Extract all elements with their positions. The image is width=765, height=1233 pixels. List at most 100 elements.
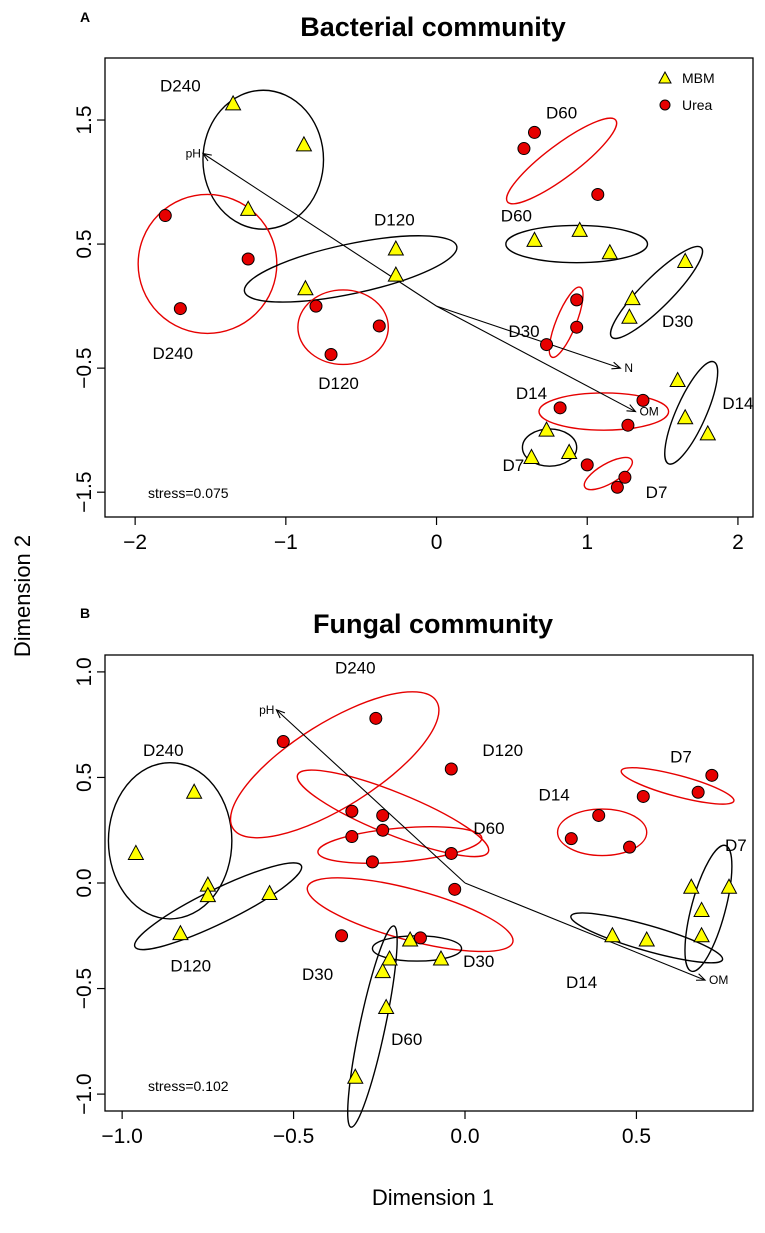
panel-b-y-tick-label: 0.5 <box>73 763 96 792</box>
panel-a-y-tick-label: −1.5 <box>73 471 96 512</box>
panel-a-y-tick-label: −0.5 <box>73 347 96 388</box>
panel-a-point-mbm <box>387 239 405 256</box>
panel-b-point-urea <box>365 855 379 869</box>
panel-a-point-urea <box>540 338 554 352</box>
panel-b-point-mbm <box>401 930 419 947</box>
panel-a-group-label: D60 <box>501 207 532 226</box>
panel-b-ellipse-urea-d30 <box>306 877 514 953</box>
panel-a-point-urea <box>372 319 386 333</box>
panel-a-point-mbm <box>560 443 578 459</box>
panel-a-group-label: D7 <box>503 456 525 475</box>
panel-b-x-tick-label: −0.5 <box>273 1125 314 1148</box>
panel-a-point-urea <box>570 320 584 334</box>
panel-a-group-label: D30 <box>508 322 539 341</box>
panel-b-point-urea <box>691 785 705 799</box>
panel-a-point-mbm <box>676 408 694 425</box>
panel-b-group-label: D14 <box>566 973 597 992</box>
panel-b-point-urea <box>345 804 359 818</box>
panel-a-point-urea <box>158 209 172 223</box>
panel-b-x-tick-label: 0.0 <box>450 1125 479 1148</box>
panel-b-ellipse-urea-d60 <box>317 826 483 864</box>
panel-b-ellipse-urea-d14 <box>556 808 648 857</box>
legend-urea-label: Urea <box>682 97 713 113</box>
panel-a-vector-label: OM <box>639 405 658 419</box>
panel-a-point-urea <box>553 401 567 415</box>
panel-b-point-urea <box>623 840 637 854</box>
panel-a-vector-line <box>436 305 621 369</box>
panel-b-point-mbm <box>346 1068 364 1084</box>
panel-a-vector-head <box>626 404 637 413</box>
panel-a-x-tick-label: 0 <box>431 531 443 554</box>
panel-a: A Bacterial community stress=0.075 −2 −1 0… <box>73 9 754 554</box>
panel-a-group-label: D120 <box>318 374 359 393</box>
panel-a-point-urea <box>610 480 624 494</box>
panel-b-point-urea <box>444 846 458 860</box>
panel-b-plot-frame <box>104 654 754 1112</box>
panel-b-ellipse-mbm-d120 <box>133 862 303 951</box>
legend: MBM Urea <box>658 70 715 113</box>
panel-b-group-label: D120 <box>170 956 211 975</box>
panel-a-point-mbm <box>295 135 313 152</box>
panel-b-point-urea <box>413 931 427 945</box>
panel-a-point-mbm <box>297 279 314 296</box>
panel-a-point-urea <box>570 293 584 307</box>
panel-b-group-label: D120 <box>482 741 523 760</box>
panel-a-point-mbm <box>526 231 543 247</box>
panel-b-vector-line <box>276 709 466 884</box>
panel-b-vector-label: pH <box>259 703 274 717</box>
panel-a-letter: A <box>80 9 90 25</box>
panel-a-vector-label: N <box>624 361 633 375</box>
panel-a-ellipse-urea-d240 <box>137 193 278 335</box>
panel-a-ellipse-mbm-d14 <box>664 360 719 465</box>
panel-a-point-urea <box>636 393 650 407</box>
panel-b-ellipse-mbm-d240 <box>107 761 233 920</box>
panel-b-letter: B <box>80 605 90 621</box>
panel-b: B Fungal community stress=0.102 −1.0 −0.5… <box>73 605 754 1148</box>
panel-a-ellipse-urea-d60 <box>505 117 618 205</box>
panel-a-point-urea <box>527 125 541 139</box>
panel-a-plot-frame <box>104 57 754 518</box>
panel-a-group-label: D60 <box>546 104 577 123</box>
panel-a-ellipse-mbm-d60 <box>505 224 649 264</box>
panel-a-point-mbm <box>624 289 641 306</box>
panel-b-point-urea <box>444 762 458 776</box>
panel-a-ellipse-urea-d14 <box>538 392 670 431</box>
panel-a-vector-head <box>611 361 622 370</box>
panel-a-vector-line <box>202 153 437 307</box>
panel-a-point-urea <box>173 302 187 316</box>
panel-a-point-urea <box>241 252 255 266</box>
panel-a-point-mbm <box>523 448 540 464</box>
panel-b-point-mbm <box>199 886 217 903</box>
panel-b-group-label: D7 <box>725 836 747 855</box>
panel-a-point-mbm <box>669 371 686 388</box>
panel-a-point-mbm <box>601 243 619 260</box>
panel-b-group-label: D240 <box>335 659 376 678</box>
panel-b-group-label: D30 <box>302 965 333 984</box>
panel-a-point-mbm <box>699 424 717 441</box>
panel-a-x-tick-label: 2 <box>732 531 744 554</box>
panel-b-vector-head <box>275 708 286 719</box>
panel-b-point-urea <box>636 789 650 803</box>
panel-a-y-tick-label: 1.5 <box>73 105 96 134</box>
panel-a-point-urea <box>517 142 531 156</box>
panel-a-point-mbm <box>571 221 589 237</box>
panel-a-point-mbm <box>538 421 555 437</box>
panel-b-point-mbm <box>381 949 398 966</box>
legend-urea-marker <box>659 99 671 111</box>
panel-b-point-urea <box>376 808 390 822</box>
panel-b-point-mbm <box>693 901 710 917</box>
panel-b-point-mbm <box>638 930 656 947</box>
panel-b-group-label: D7 <box>670 747 692 766</box>
panel-b-y-tick-label: 0.0 <box>73 868 96 897</box>
panel-b-point-mbm <box>604 926 621 943</box>
panel-b-vector-head <box>695 973 707 981</box>
panel-b-point-mbm <box>127 844 145 860</box>
panel-b-point-mbm <box>261 884 278 901</box>
panel-a-ellipse-mbm-d120 <box>243 235 458 303</box>
panel-b-x-tick-label: 0.5 <box>622 1125 651 1148</box>
panel-b-point-mbm <box>693 926 710 943</box>
panel-b-y-tick-label: 1.0 <box>73 657 96 686</box>
panel-a-point-mbm <box>387 266 405 282</box>
panel-b-vector-label: OM <box>709 973 728 987</box>
